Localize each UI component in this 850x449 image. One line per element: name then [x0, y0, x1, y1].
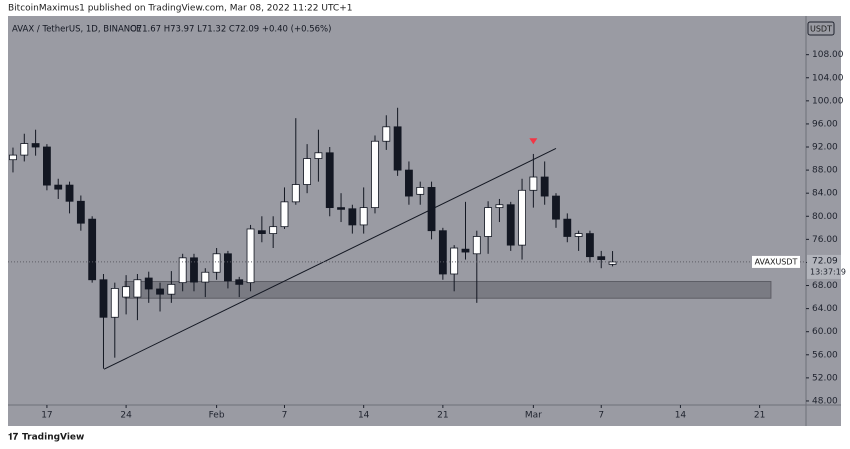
x-tick-label: 17: [41, 411, 52, 421]
candle-body: [20, 143, 29, 156]
currency-box: [807, 21, 835, 36]
candle-body: [608, 261, 617, 265]
ticker-label: AVAXUSDT: [755, 257, 798, 266]
countdown-label: 13:37:19: [810, 267, 846, 276]
candle-body: [54, 184, 63, 190]
candle-body: [314, 152, 323, 159]
candle-body: [438, 230, 447, 275]
candle-body: [88, 218, 97, 281]
x-tick-label: 21: [754, 411, 765, 421]
candle-body: [371, 140, 379, 209]
candle-body: [359, 207, 368, 226]
candle-body: [246, 228, 255, 284]
candle-body: [201, 271, 210, 283]
candle-body: [269, 226, 278, 234]
candle-body: [506, 204, 515, 246]
candle-body: [552, 195, 560, 220]
candle-body: [586, 233, 594, 258]
y-tick-label: 60.00: [812, 327, 838, 337]
candle-body: [393, 126, 402, 171]
x-tick-label: 14: [675, 411, 687, 421]
candle-body: [337, 207, 345, 210]
trendline: [103, 148, 557, 370]
candle-body: [472, 236, 481, 255]
candle-body: [122, 286, 131, 298]
candle-body: [348, 208, 357, 226]
candle-body: [529, 176, 538, 191]
candle-body: [280, 201, 289, 228]
y-tick-label: 68.00: [812, 281, 838, 291]
candle-body: [450, 247, 459, 275]
candle-body: [110, 288, 119, 318]
symbol-label: AVAX / TetherUS, 1D, BINANCE: [12, 25, 141, 35]
candle-body: [518, 189, 526, 246]
candle-body: [405, 169, 413, 197]
currency-label: USDT: [810, 25, 832, 34]
candle-body: [76, 200, 85, 224]
y-tick-label: 52.00: [812, 373, 838, 383]
candle-body: [563, 218, 572, 237]
candle-body: [31, 143, 40, 148]
candle-body: [484, 207, 493, 237]
candle-body: [9, 154, 17, 161]
candle-body: [382, 126, 391, 142]
brand-label: TradingView: [22, 433, 84, 443]
sell-marker: [529, 138, 538, 145]
x-tick-label: 24: [120, 411, 132, 421]
candle-body: [65, 184, 74, 202]
candle-body: [540, 176, 549, 197]
candle-body: [133, 279, 142, 298]
candle-body: [178, 257, 187, 284]
y-tick-label: 84.00: [812, 189, 838, 199]
x-tick-label: 7: [282, 411, 288, 421]
y-tick-label: 100.00: [812, 96, 844, 106]
candle-body: [235, 279, 244, 285]
last-price-label: 72.09: [812, 256, 838, 266]
candle-body: [597, 256, 606, 260]
candle-body: [144, 277, 153, 290]
y-tick-label: 104.00: [812, 73, 844, 83]
candle-body: [574, 233, 583, 237]
y-tick-label: 64.00: [812, 304, 838, 314]
x-tick-label: Feb: [209, 411, 225, 421]
candle-body: [291, 184, 300, 203]
y-tick-label: 76.00: [812, 235, 838, 245]
brand-logo: 𝟏𝟕: [8, 432, 18, 443]
publish-header: BitcoinMaximus1 published on TradingView…: [8, 4, 352, 14]
x-tick-label: 7: [598, 411, 604, 421]
ohlc-label: O71.67 H73.97 L71.32 C72.09 +0.40 (+0.56…: [130, 25, 331, 35]
plot-background: [8, 16, 841, 426]
x-tick-label: 21: [437, 411, 448, 421]
candle-body: [224, 253, 232, 282]
candle-body: [461, 248, 470, 253]
last-price-box: [807, 254, 841, 279]
candle-body: [167, 283, 176, 295]
y-tick-label: 88.00: [812, 166, 838, 176]
candle-body: [303, 158, 312, 185]
candle-body: [416, 187, 425, 195]
candle-body: [43, 146, 51, 186]
candle-body: [99, 279, 108, 318]
ticker-box: [752, 255, 800, 268]
y-tick-label: 96.00: [812, 119, 838, 129]
candle-body: [190, 257, 198, 283]
x-tick-label: Mar: [525, 411, 542, 421]
candle-body: [212, 253, 221, 273]
candle-body: [257, 230, 266, 234]
y-tick-label: 56.00: [812, 350, 838, 360]
y-tick-label: 108.00: [812, 50, 844, 60]
y-tick-label: 48.00: [812, 396, 838, 406]
candle-body: [495, 204, 504, 209]
y-tick-label: 80.00: [812, 212, 838, 222]
y-tick-label: 92.00: [812, 143, 838, 153]
x-tick-label: 14: [358, 411, 370, 421]
candle-body: [156, 288, 164, 295]
candle-body: [325, 152, 334, 209]
support-zone: [124, 280, 772, 299]
